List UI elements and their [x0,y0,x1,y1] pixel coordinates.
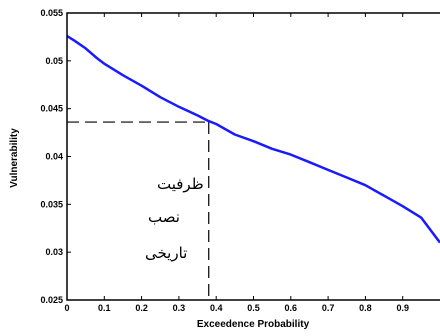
x-tick-label: 0.6 [285,303,298,313]
x-tick-label: 0.4 [210,303,223,313]
x-tick-label: 0.3 [173,303,186,313]
y-tick-label: 0.045 [40,104,63,114]
y-tick-label: 0.025 [40,295,63,305]
y-tick-label: 0.05 [45,56,63,66]
x-tick-label: 0 [64,303,69,313]
y-axis-ticks: 0.025 0.03 0.035 0.04 0.045 0.05 0.055 [40,8,71,305]
y-tick-label: 0.055 [40,8,63,18]
x-axis-ticks: 0 0.1 0.2 0.3 0.4 0.5 0.6 0.7 0.8 0.9 [64,13,409,313]
annotation-line-1: ظرفیت [157,175,204,193]
x-axis-title: Exceedence Probability [197,319,310,330]
annotation-text: ظرفیت نصب تاریخی [145,175,204,262]
x-tick-label: 0.8 [359,303,372,313]
x-tick-label: 0.5 [247,303,260,313]
x-tick-label: 0.9 [396,303,409,313]
y-tick-label: 0.035 [40,199,63,209]
y-tick-label: 0.04 [45,152,63,162]
y-tick-label: 0.03 [45,247,63,257]
annotation-line-3: تاریخی [145,244,187,262]
series-line [66,34,440,244]
plot-area [67,13,440,300]
x-tick-label: 0.1 [98,303,111,313]
x-tick-label: 0.2 [135,303,148,313]
series-layer [66,34,440,244]
y-axis-title: Vulnerability [9,128,20,188]
reference-lines [67,121,210,300]
x-tick-label: 0.7 [322,303,335,313]
annotation-line-2: نصب [148,208,180,226]
